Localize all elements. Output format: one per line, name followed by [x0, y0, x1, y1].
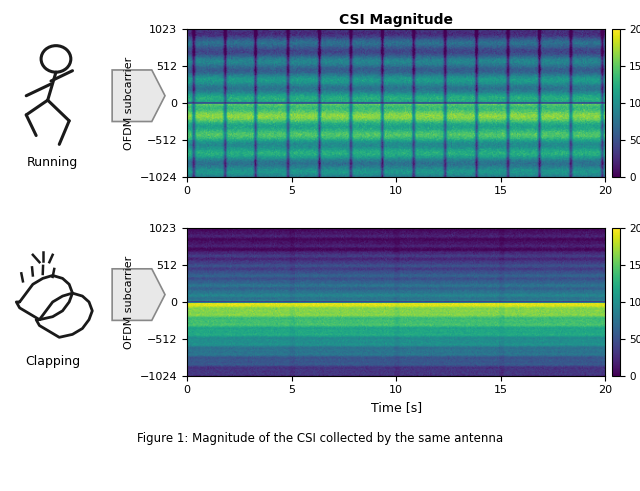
Y-axis label: OFDM subcarrier: OFDM subcarrier: [124, 56, 134, 150]
X-axis label: Time [s]: Time [s]: [371, 401, 422, 414]
Y-axis label: OFDM subcarrier: OFDM subcarrier: [124, 255, 134, 349]
Polygon shape: [112, 70, 165, 122]
Text: Clapping: Clapping: [25, 355, 80, 368]
Polygon shape: [112, 269, 165, 321]
Text: Figure 1: Magnitude of the CSI collected by the same antenna: Figure 1: Magnitude of the CSI collected…: [137, 432, 503, 444]
Text: Running: Running: [27, 157, 78, 169]
Title: CSI Magnitude: CSI Magnitude: [339, 13, 453, 27]
